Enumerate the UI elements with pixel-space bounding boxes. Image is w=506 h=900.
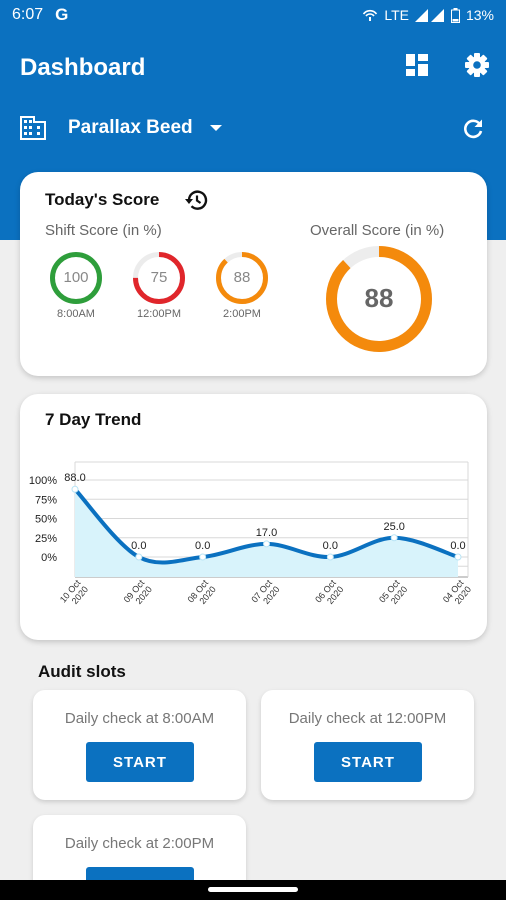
data-label: 0.0 xyxy=(195,540,210,552)
status-bar: 6:07 G LTE 13% xyxy=(0,0,506,30)
ring-progress xyxy=(216,252,268,304)
overall-score-value: 88 xyxy=(364,283,394,313)
start-button[interactable]: START xyxy=(314,742,422,782)
shift-time-label: 8:00AM xyxy=(57,308,95,320)
shift-score-ring xyxy=(216,252,268,304)
data-point xyxy=(390,534,398,542)
shift-score-ring xyxy=(133,252,185,304)
data-point xyxy=(454,553,462,561)
overall-score-label: Overall Score (in %) xyxy=(310,222,445,239)
home-gesture-handle[interactable] xyxy=(208,887,298,892)
data-label: 0.0 xyxy=(131,540,146,552)
todays-score-card: Today's Score Shift Score (in %) Overall… xyxy=(20,172,487,376)
history-icon xyxy=(185,190,208,210)
data-point xyxy=(263,540,270,548)
shift-score-value: 88 xyxy=(233,269,251,286)
ring-progress xyxy=(326,246,432,352)
data-label: 25.0 xyxy=(383,521,404,533)
start-button[interactable]: START xyxy=(86,742,194,782)
audit-slot-label: Daily check at 8:00AM xyxy=(64,710,215,727)
shift-score-label: Shift Score (in %) xyxy=(45,222,162,239)
audit-slot-label: Daily check at 12:00PM xyxy=(288,710,447,727)
system-nav-bar xyxy=(0,880,506,900)
status-time: 6:07 xyxy=(12,6,44,23)
shift-time-label: 12:00PM xyxy=(136,308,182,320)
audit-slot-card: Daily check at 12:00PM START xyxy=(261,690,474,800)
audit-slots-title: Audit slots xyxy=(38,662,126,681)
audit-slot-label: Daily check at 2:00PM xyxy=(64,835,215,852)
y-tick-label: 50% xyxy=(35,514,57,526)
google-icon: G xyxy=(55,5,69,24)
network-type: LTE xyxy=(384,7,409,23)
data-label: 17.0 xyxy=(256,527,277,539)
audit-slot-card: Daily check at 8:00AM START xyxy=(33,690,246,800)
refresh-button[interactable] xyxy=(458,114,488,144)
data-point xyxy=(199,553,207,561)
site-name: Parallax Beed xyxy=(68,117,193,138)
data-label: 0.0 xyxy=(323,540,338,552)
overall-score-ring xyxy=(326,246,432,352)
data-label: 0.0 xyxy=(450,540,465,552)
score-card-title: Today's Score xyxy=(45,190,160,209)
y-tick-label: 25% xyxy=(35,533,57,545)
trend-card-title: 7 Day Trend xyxy=(45,410,142,429)
dashboard-layout-button[interactable] xyxy=(404,52,430,78)
signal-icon xyxy=(414,9,444,22)
battery-percent: 13% xyxy=(465,7,494,23)
ring-progress xyxy=(133,252,185,304)
caret-down-icon xyxy=(209,125,222,131)
shift-score-value: 75 xyxy=(150,269,168,286)
data-label: 88.0 xyxy=(64,472,85,484)
shift-score-ring xyxy=(50,252,102,304)
shift-time-label: 2:00PM xyxy=(223,308,261,320)
dashboard-icon xyxy=(406,54,428,76)
y-tick-label: 100% xyxy=(29,475,57,487)
ring-progress xyxy=(50,252,102,304)
refresh-icon xyxy=(464,119,483,139)
hotspot-icon xyxy=(363,9,378,21)
building-icon xyxy=(20,116,46,140)
page-title: Dashboard xyxy=(20,54,146,81)
y-tick-label: 75% xyxy=(35,494,57,506)
data-point xyxy=(71,485,79,493)
series-area xyxy=(75,489,458,577)
battery-icon xyxy=(450,7,460,23)
shift-score-value: 100 xyxy=(63,269,89,286)
score-history-button[interactable] xyxy=(182,186,210,214)
trend-card: 7 Day Trend 100% 75% 50% 25% 0% 88.0 10 Oct 202… xyxy=(20,394,487,640)
gear-icon xyxy=(465,53,489,77)
data-point xyxy=(326,553,334,561)
data-point xyxy=(135,553,143,561)
settings-button[interactable] xyxy=(462,51,492,79)
site-selector[interactable]: Parallax Beed xyxy=(20,116,223,140)
y-tick-label: 0% xyxy=(41,552,57,564)
